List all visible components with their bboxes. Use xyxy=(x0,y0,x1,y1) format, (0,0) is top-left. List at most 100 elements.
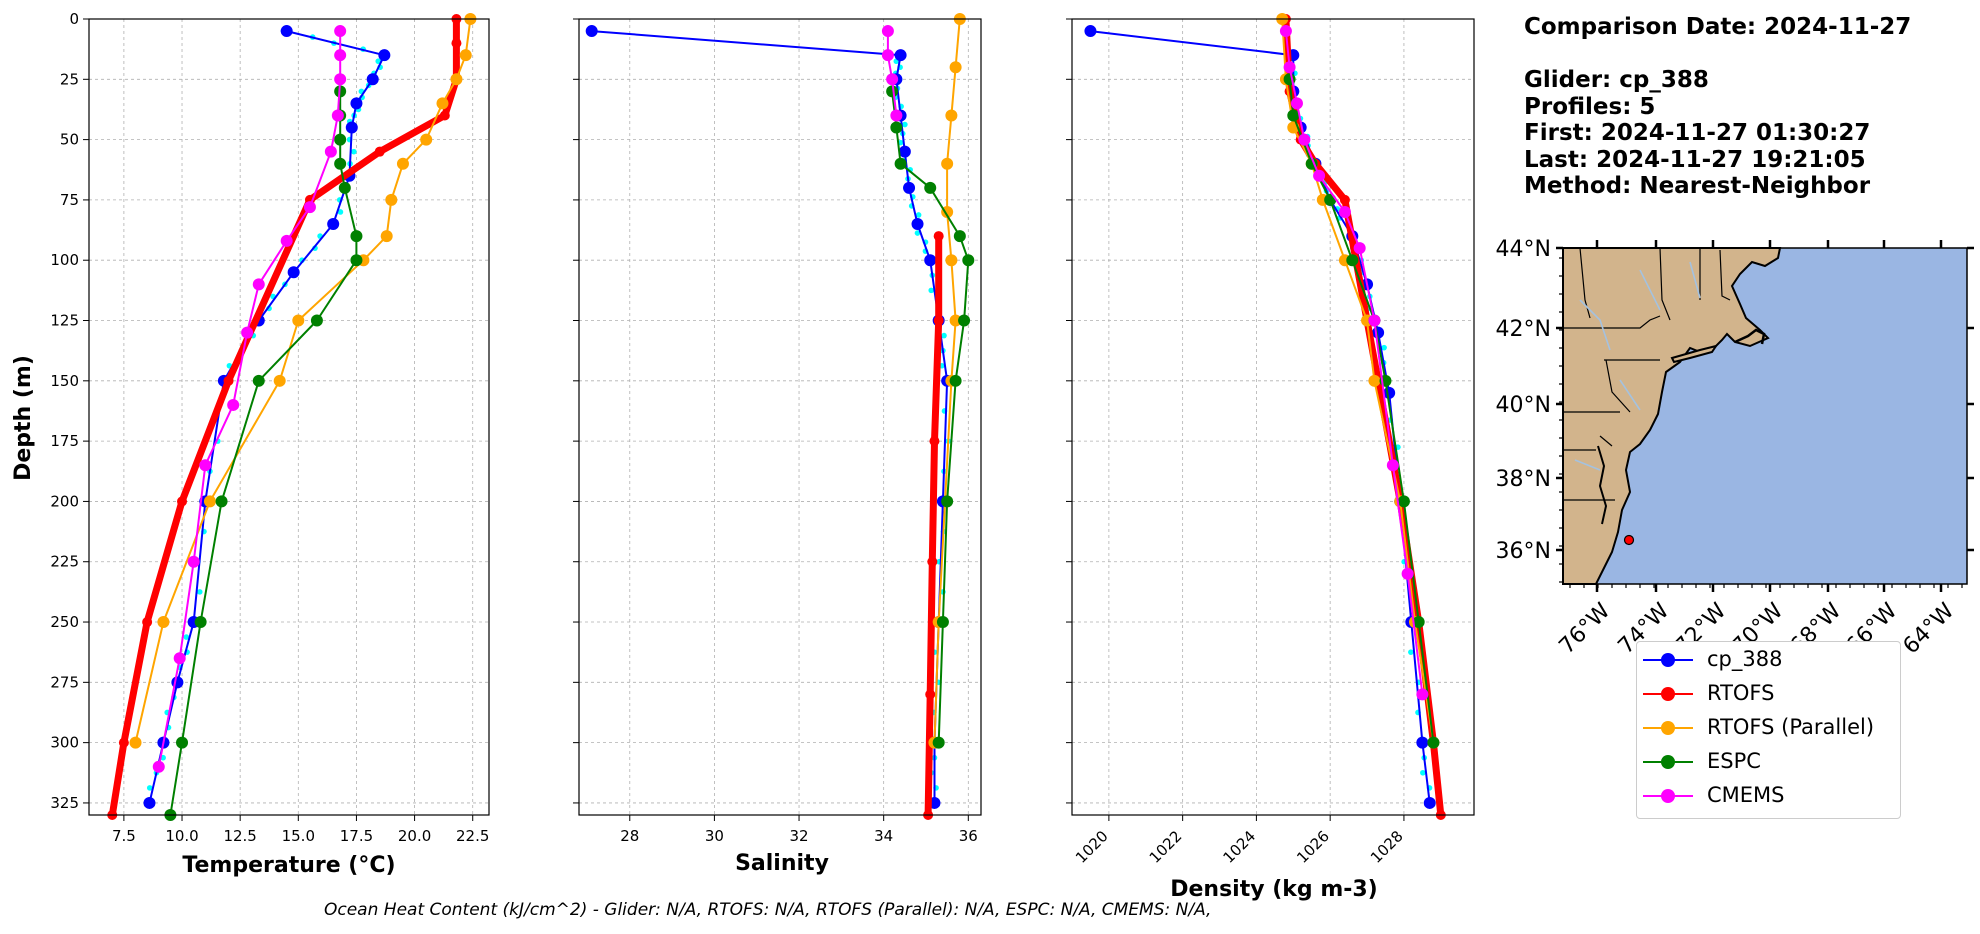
lat-label: 42°N xyxy=(1496,317,1551,342)
series-point xyxy=(929,436,940,447)
series-point xyxy=(1353,242,1366,255)
comparison-date: Comparison Date: 2024-11-27 xyxy=(1524,14,1912,40)
series-point xyxy=(327,218,340,231)
series-point xyxy=(176,736,189,749)
map-chesapeake xyxy=(1597,445,1608,525)
series-line xyxy=(1090,30,1431,804)
series-point xyxy=(958,314,971,327)
y-tick-label: 250 xyxy=(50,613,79,631)
series-point xyxy=(1279,25,1292,38)
x-tick-label: 30 xyxy=(705,827,724,845)
glider-raw-point xyxy=(337,209,344,215)
series-point xyxy=(949,374,962,387)
series-point xyxy=(420,133,433,146)
last-time: Last: 2024-11-27 19:21:05 xyxy=(1524,146,1866,173)
y-tick-label: 50 xyxy=(60,131,79,149)
series-point xyxy=(949,314,962,327)
axes-frame xyxy=(88,18,490,816)
glider-raw-point xyxy=(146,785,153,791)
x-tick-label: 34 xyxy=(874,827,893,845)
series-line xyxy=(1284,30,1424,695)
series-point xyxy=(280,25,293,38)
series-point xyxy=(1346,254,1359,267)
series-point xyxy=(223,375,234,386)
series-point xyxy=(886,85,899,98)
series-point xyxy=(187,555,200,568)
map-long-island xyxy=(1670,344,1719,364)
x-tick-label: 1026 xyxy=(1293,827,1333,867)
series-point xyxy=(1368,374,1381,387)
x-tick-label: 1020 xyxy=(1072,827,1112,867)
series-point xyxy=(890,109,903,122)
series-point xyxy=(953,230,966,243)
series-point xyxy=(350,97,363,110)
series-point xyxy=(334,49,347,62)
temperature-axis-label: Temperature (°C) xyxy=(182,853,395,878)
series-point xyxy=(451,38,462,49)
glider-raw-point xyxy=(183,634,190,640)
legend-marker xyxy=(1661,687,1675,701)
series-point xyxy=(459,49,472,62)
series-point xyxy=(1368,314,1381,327)
series-point xyxy=(881,49,894,62)
comparison-info: Comparison Date: 2024-11-27 Glider: cp_3… xyxy=(1524,14,1911,200)
map-land xyxy=(1562,247,1782,585)
method: Method: Nearest-Neighbor xyxy=(1524,173,1871,199)
series-point xyxy=(385,193,398,206)
series-line xyxy=(157,31,342,767)
y-tick-label: 25 xyxy=(60,70,79,88)
profiles-count: Profiles: 5 xyxy=(1524,93,1656,120)
map-rivers xyxy=(1574,261,1701,471)
axes-frame xyxy=(578,18,982,816)
axes-frame xyxy=(1071,18,1475,816)
series-point xyxy=(585,25,598,38)
series-point xyxy=(350,254,363,267)
series-point xyxy=(252,278,265,291)
series-point xyxy=(1287,109,1300,122)
series-point xyxy=(331,109,344,122)
y-tick-label: 325 xyxy=(50,794,79,812)
x-tick-label: 36 xyxy=(959,827,978,845)
series-point xyxy=(925,689,936,700)
series-point xyxy=(129,736,142,749)
series-point xyxy=(941,495,954,508)
legend-label: RTOFS (Parallel) xyxy=(1707,715,1875,739)
x-tick-label: 12.5 xyxy=(223,827,256,845)
density-panel: 1020 1022 1024 1026 1028 xyxy=(1066,13,1475,867)
series-point xyxy=(273,374,286,387)
series-point xyxy=(881,25,894,38)
y-tick-label: 300 xyxy=(50,734,79,752)
glider-name: Glider: cp_388 xyxy=(1524,67,1709,93)
series-point xyxy=(949,61,962,74)
series-point xyxy=(1084,25,1097,38)
series-point xyxy=(334,25,347,38)
series-line xyxy=(1288,79,1435,743)
series-point xyxy=(366,73,379,86)
series-line xyxy=(108,19,460,816)
y-tick-label: 175 xyxy=(50,432,79,450)
series-point xyxy=(118,737,129,748)
series-point xyxy=(378,49,391,62)
series-point xyxy=(1386,459,1399,472)
x-tick-label: 10.0 xyxy=(165,827,198,845)
map-state-borders xyxy=(1563,247,1731,501)
y-tick-label: 100 xyxy=(50,251,79,269)
lon-label: 64°W xyxy=(1899,598,1960,659)
map-cape-cod xyxy=(1734,328,1766,345)
series-point xyxy=(324,145,337,158)
map-frame xyxy=(1562,247,1968,585)
series-point xyxy=(280,234,293,247)
legend: cp_388 RTOFS RTOFS (Parallel) ESPC CMEMS xyxy=(1636,641,1901,819)
x-tick-label: 20.0 xyxy=(398,827,431,845)
series-point xyxy=(1283,61,1296,74)
series-point xyxy=(945,254,958,267)
ohc-footer: Ocean Heat Content (kJ/cm^2) - Glider: N… xyxy=(324,900,1212,920)
legend-marker xyxy=(1661,755,1675,769)
series-point xyxy=(227,398,240,411)
glider-raw-point xyxy=(196,589,203,595)
series-point xyxy=(890,121,903,134)
x-tick-label: 28 xyxy=(620,827,639,845)
series-point xyxy=(1423,796,1436,809)
x-tick-label: 1022 xyxy=(1146,827,1186,867)
